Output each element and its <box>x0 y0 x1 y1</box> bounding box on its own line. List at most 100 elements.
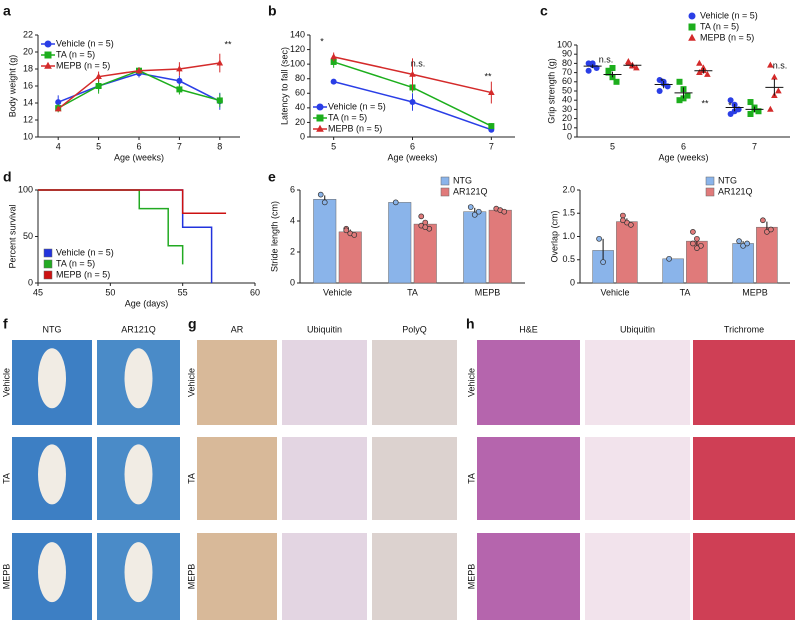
y-tick-label: 10 <box>562 122 572 132</box>
legend-swatch <box>43 248 53 258</box>
marker <box>633 64 640 71</box>
y-tick-label: 50 <box>23 231 33 241</box>
legend-swatch <box>440 187 450 197</box>
y-tick-label: 14 <box>23 97 33 107</box>
mouse <box>124 444 153 505</box>
annotation: ** <box>224 39 232 49</box>
marker <box>676 97 683 104</box>
photo <box>197 340 277 425</box>
mouse <box>38 542 66 603</box>
legend-label: MEPB (n = 5) <box>56 269 110 279</box>
legend-marker <box>688 33 696 41</box>
y-tick-label: 120 <box>290 44 305 54</box>
legend-label: MEPB (n = 5) <box>328 123 382 133</box>
row-label: Vehicle <box>186 368 196 397</box>
y-tick-label: 2 <box>290 246 295 256</box>
x-tick-label: 7 <box>752 141 757 151</box>
marker <box>605 69 612 76</box>
y-axis-label: Body weight (g) <box>7 55 17 118</box>
mouse <box>124 348 153 409</box>
series-line <box>57 72 221 103</box>
x-tick-label: 6 <box>410 141 415 151</box>
y-tick-label: 1.0 <box>562 231 575 241</box>
bar <box>616 221 638 284</box>
photo <box>197 533 277 620</box>
x-tick-label: Vehicle <box>323 287 352 297</box>
x-tick-label: 5 <box>96 141 101 151</box>
marker <box>216 97 223 104</box>
y-tick-label: 20 <box>295 117 305 127</box>
survival-line <box>38 189 227 214</box>
x-axis-label: Age (days) <box>125 298 169 308</box>
point <box>620 217 626 224</box>
marker <box>135 67 143 74</box>
y-axis-label: Grip strength (g) <box>546 58 556 124</box>
panel-letter: c <box>540 3 548 19</box>
legend-label: Vehicle (n = 5) <box>328 101 386 111</box>
y-tick-label: 50 <box>562 85 572 95</box>
panel-letter: e <box>268 169 276 185</box>
point <box>422 224 429 231</box>
marker <box>747 99 754 106</box>
bar <box>488 209 512 284</box>
column-label: Trichrome <box>724 324 764 334</box>
point <box>467 204 474 210</box>
legend-marker <box>316 103 324 111</box>
point <box>501 208 508 215</box>
mouse <box>38 444 66 505</box>
legend-swatch <box>43 270 53 280</box>
marker <box>330 53 337 60</box>
annotation: n.s. <box>773 60 788 70</box>
photo <box>282 533 367 620</box>
point <box>690 229 696 235</box>
y-tick-label: 0.5 <box>562 254 575 264</box>
marker <box>589 60 596 67</box>
bar <box>756 226 778 284</box>
marker <box>700 64 707 71</box>
legend-label: TA (n = 5) <box>56 49 95 59</box>
y-tick-label: 0 <box>300 131 305 141</box>
mouse <box>38 348 66 409</box>
x-tick-label: MEPB <box>742 287 768 297</box>
y-tick-label: 90 <box>562 49 572 59</box>
marker <box>771 73 778 80</box>
bar <box>313 199 337 284</box>
y-tick-label: 20 <box>562 113 572 123</box>
row-label: TA <box>466 473 476 484</box>
x-tick-label: 7 <box>489 141 494 151</box>
photo <box>372 533 457 620</box>
annotation: n.s. <box>411 58 426 68</box>
x-tick-label: 55 <box>178 287 188 297</box>
row-label: TA <box>1 473 11 484</box>
legend-label: MEPB (n = 5) <box>56 60 110 70</box>
bar <box>463 211 487 284</box>
y-axis-label: Overlap (cm) <box>549 210 559 262</box>
point <box>760 217 766 224</box>
point <box>694 235 700 242</box>
legend-swatch <box>705 176 715 186</box>
x-tick-label: 8 <box>217 141 222 151</box>
marker <box>409 99 416 106</box>
marker <box>684 92 691 99</box>
legend-label: NTG <box>718 175 737 185</box>
annotation: * <box>660 76 664 86</box>
y-axis-label: Percent survival <box>7 204 17 268</box>
photo <box>693 340 795 425</box>
legend-label: TA (n = 5) <box>56 258 95 268</box>
marker <box>488 123 495 130</box>
photo <box>477 533 580 620</box>
legend-label: TA (n = 5) <box>700 21 739 31</box>
marker <box>613 78 620 85</box>
photo <box>197 437 277 520</box>
panel-letter: d <box>3 169 12 185</box>
y-tick-label: 0 <box>570 277 575 287</box>
row-label: TA <box>186 473 196 484</box>
bar <box>338 231 362 284</box>
y-tick-label: 18 <box>23 63 33 73</box>
y-tick-label: 60 <box>562 76 572 86</box>
marker <box>609 65 616 71</box>
x-axis-label: Age (weeks) <box>114 152 164 162</box>
photo <box>477 437 580 520</box>
annotation: ** <box>701 98 709 108</box>
x-tick-label: 6 <box>136 141 141 151</box>
